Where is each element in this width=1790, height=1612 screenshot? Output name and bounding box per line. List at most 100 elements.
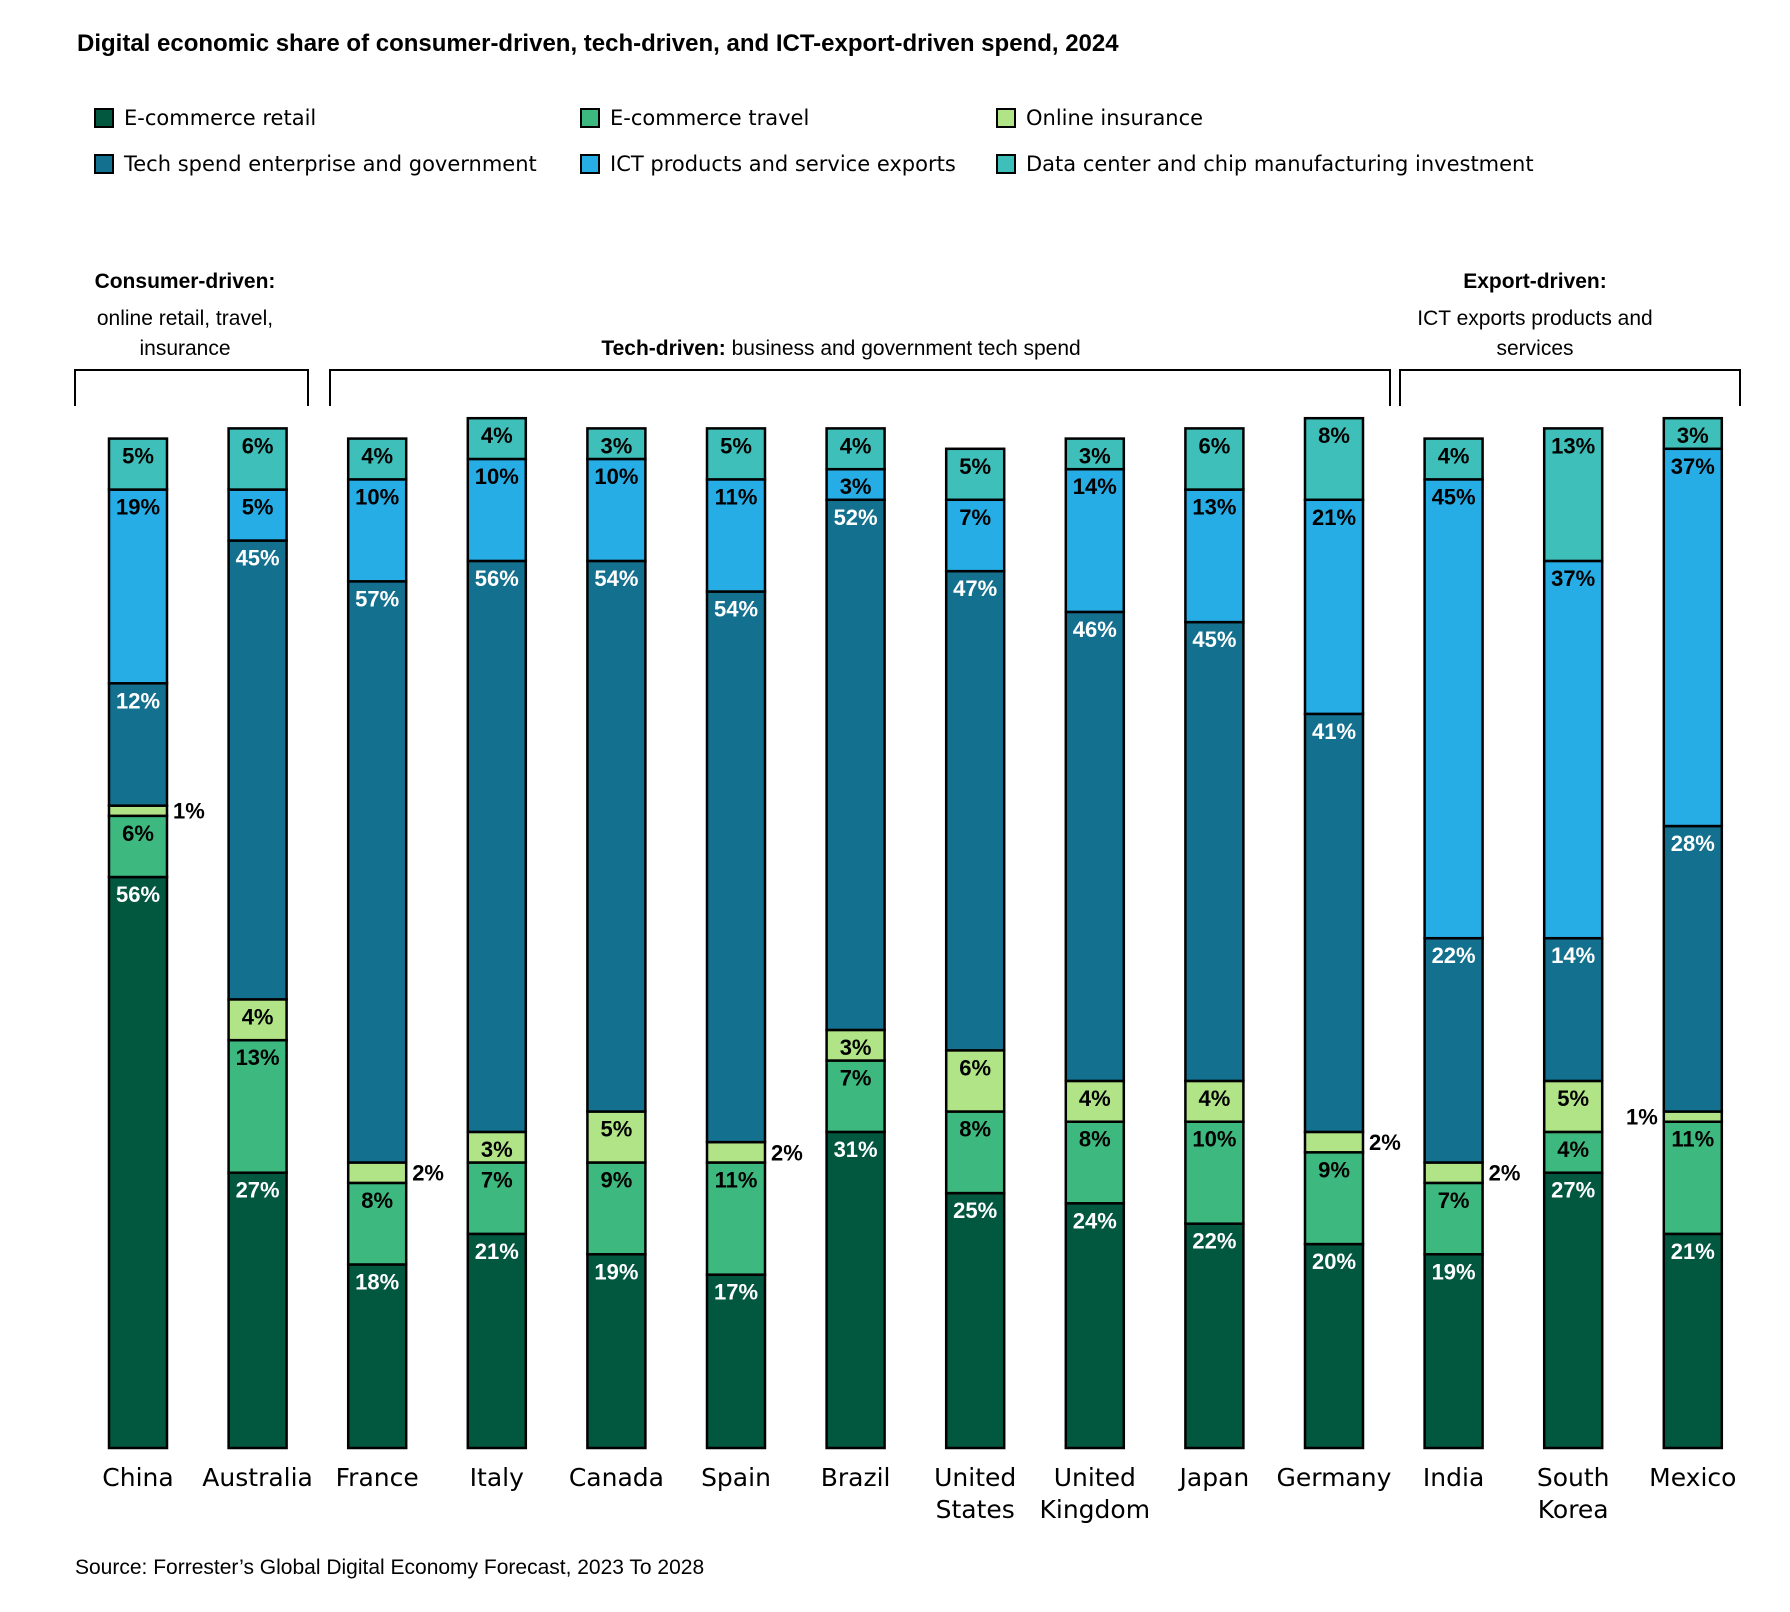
data-label: 5% xyxy=(242,495,274,520)
data-label: 19% xyxy=(1432,1259,1476,1284)
bar-segment xyxy=(825,1059,886,1134)
data-label: 5% xyxy=(959,454,991,479)
data-label: 27% xyxy=(1551,1178,1595,1203)
bar-segment xyxy=(1184,427,1245,491)
data-label: 10% xyxy=(1192,1127,1236,1152)
category-label: Germany xyxy=(1277,1463,1392,1492)
data-label: 45% xyxy=(236,546,280,571)
bar-segment xyxy=(586,457,647,563)
legend-swatch xyxy=(94,154,114,174)
bar-segment xyxy=(346,1161,408,1185)
data-label: 9% xyxy=(1318,1157,1350,1182)
category-label: France xyxy=(336,1463,419,1492)
data-label: 3% xyxy=(1677,423,1709,448)
bar-segment xyxy=(107,804,169,818)
data-label: 4% xyxy=(361,444,393,469)
data-label: 5% xyxy=(720,433,752,458)
data-label: 54% xyxy=(594,566,638,591)
data-label: 41% xyxy=(1312,719,1356,744)
legend-swatch xyxy=(996,108,1016,128)
legend-label: Tech spend enterprise and government xyxy=(124,152,537,176)
data-label: 24% xyxy=(1073,1208,1117,1233)
bar-segment xyxy=(944,1191,1006,1450)
data-label: 9% xyxy=(601,1168,633,1193)
bar-segment xyxy=(1184,488,1245,624)
bar-segment xyxy=(1542,559,1604,940)
data-label: 13% xyxy=(236,1045,280,1070)
bar-segment xyxy=(705,1161,767,1276)
data-label: 45% xyxy=(1192,627,1236,652)
data-label: 6% xyxy=(959,1055,991,1080)
bar-segment xyxy=(1542,1171,1604,1450)
group-subheading: business and government tech spend xyxy=(732,337,1081,360)
data-label: 2% xyxy=(1489,1161,1521,1186)
category-label: Korea xyxy=(1538,1495,1609,1524)
data-label: 7% xyxy=(481,1168,513,1193)
bar-segment xyxy=(346,437,408,481)
data-label: 56% xyxy=(116,882,160,907)
data-label: 1% xyxy=(1626,1105,1658,1130)
data-label: 8% xyxy=(361,1188,393,1213)
data-label: 5% xyxy=(1557,1086,1589,1111)
category-label: India xyxy=(1423,1463,1484,1492)
data-label: 5% xyxy=(601,1117,633,1142)
group-subheading: insurance xyxy=(139,337,230,360)
category-label: States xyxy=(936,1495,1015,1524)
bar-segment xyxy=(1542,1079,1604,1134)
bar-segment xyxy=(1064,467,1126,614)
legend-item-ict-exports: ICT products and service exports xyxy=(580,152,956,176)
data-label: 4% xyxy=(1199,1086,1231,1111)
data-label: 56% xyxy=(475,566,519,591)
bar-segment xyxy=(1542,427,1604,563)
data-label: 22% xyxy=(1432,943,1476,968)
bar-segment xyxy=(586,427,647,461)
legend-swatch xyxy=(580,108,600,128)
bar-segment xyxy=(1184,1120,1245,1225)
bar-segment xyxy=(586,559,647,1113)
legend-label: Online insurance xyxy=(1026,106,1204,130)
data-label: 11% xyxy=(715,1168,758,1193)
bar-segment xyxy=(1423,1181,1484,1256)
bar-segment xyxy=(107,682,169,807)
data-label: 3% xyxy=(840,1035,872,1060)
group-heading-bold: Tech-driven: xyxy=(601,337,731,360)
category-label: China xyxy=(102,1463,173,1492)
data-label: 11% xyxy=(1671,1127,1714,1152)
data-label: 5% xyxy=(122,444,154,469)
bar-segment xyxy=(466,416,528,461)
legend-swatch xyxy=(94,108,114,128)
data-label: 10% xyxy=(475,464,519,489)
legend-swatch xyxy=(580,154,600,174)
bar-segment xyxy=(1064,1202,1126,1450)
data-label: 4% xyxy=(481,423,513,448)
data-label: 6% xyxy=(122,821,154,846)
data-label: 27% xyxy=(236,1178,280,1203)
data-label: 8% xyxy=(1079,1127,1111,1152)
bar-segment xyxy=(586,1161,647,1256)
data-label: 6% xyxy=(1199,433,1231,458)
category-label: Spain xyxy=(701,1463,771,1492)
category-label: United xyxy=(1054,1463,1136,1492)
data-label: 22% xyxy=(1192,1229,1236,1254)
bar-segment xyxy=(466,559,528,1134)
group-heading: Export-driven: xyxy=(1463,270,1607,293)
data-label: 19% xyxy=(116,495,160,520)
bar-segment xyxy=(1662,824,1724,1113)
bar-segment xyxy=(466,457,528,563)
bar-segment xyxy=(1423,936,1484,1164)
bar-segment xyxy=(825,1130,886,1450)
data-label: 52% xyxy=(834,505,878,530)
category-label: Canada xyxy=(569,1463,664,1492)
source-note: Source: Forrester’s Global Digital Econo… xyxy=(75,1556,705,1579)
category-label: Italy xyxy=(470,1463,524,1492)
data-label: 19% xyxy=(594,1259,638,1284)
bar-segment xyxy=(1184,620,1245,1083)
data-label: 28% xyxy=(1671,831,1715,856)
bar-segment xyxy=(1303,416,1365,502)
bar-segment xyxy=(1423,1161,1484,1185)
data-label: 2% xyxy=(412,1161,444,1186)
bar-segment xyxy=(586,1110,647,1164)
data-label: 1% xyxy=(173,799,205,824)
bar-segment xyxy=(346,1263,408,1450)
